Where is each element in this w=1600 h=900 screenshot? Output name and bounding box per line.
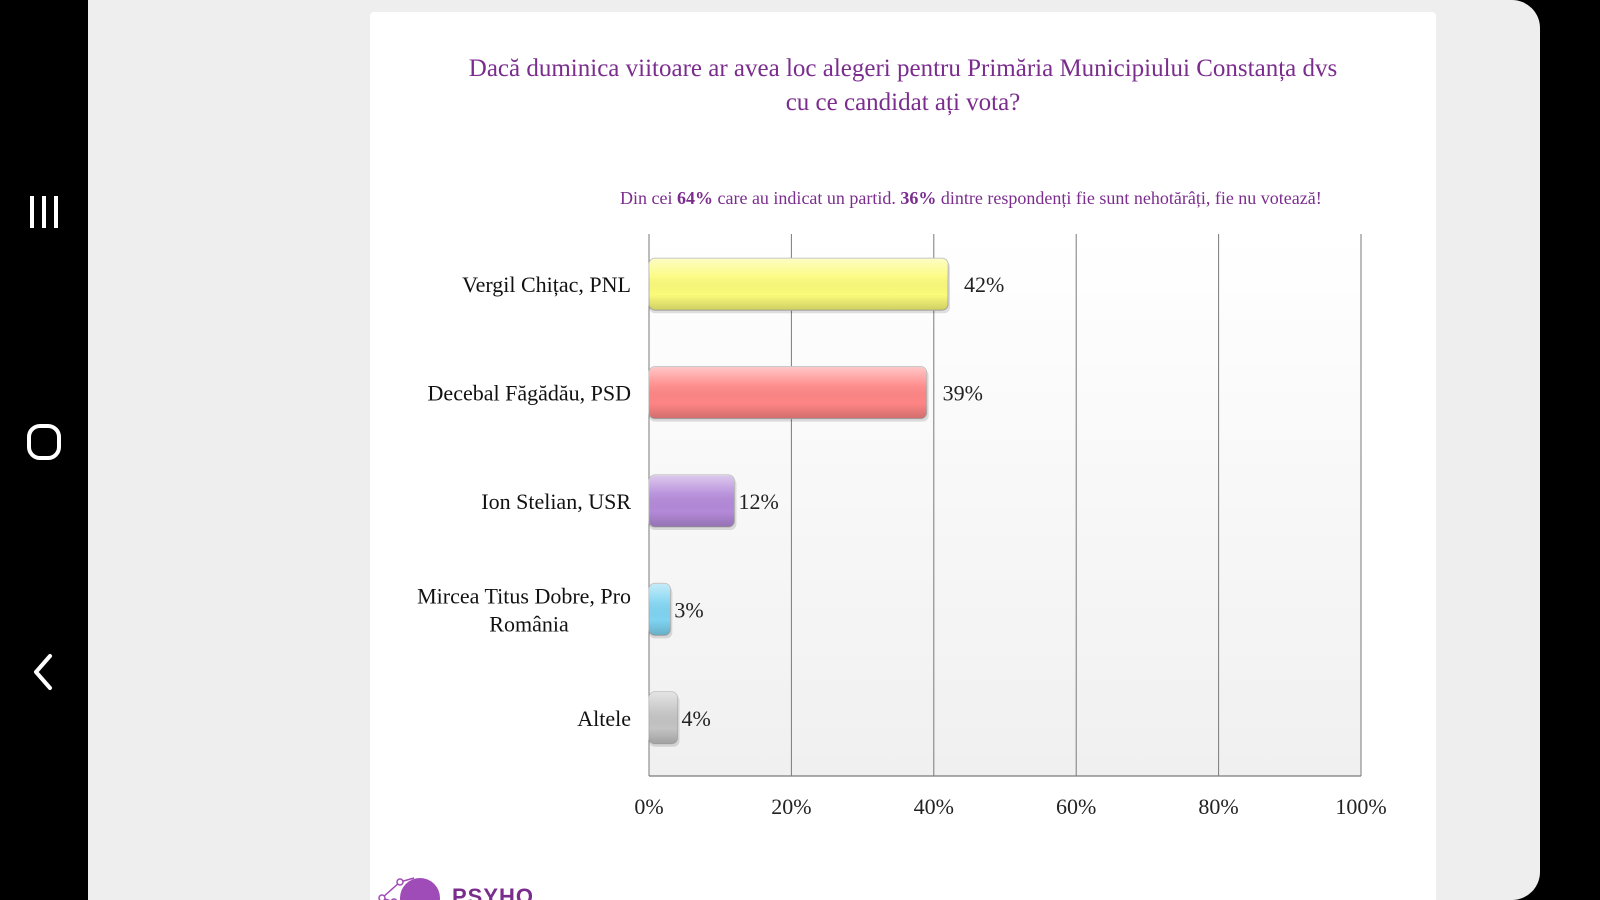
logo-text: PSYHO GLOBAL (452, 884, 535, 900)
bar-highlight (649, 475, 735, 527)
recents-icon (30, 196, 58, 228)
home-icon (27, 424, 61, 460)
chart-subtitle: Din cei 64% care au indicat un partid. 3… (620, 188, 1440, 209)
bar-highlight (649, 583, 671, 636)
category-label: Decebal Făgădău, PSD (428, 381, 631, 406)
category-label-line: Mircea Titus Dobre, Pro (417, 583, 631, 608)
home-button[interactable] (14, 412, 74, 472)
x-tick-label: 60% (1056, 794, 1096, 819)
psyho-global-logo: PSYHO GLOBAL (374, 868, 614, 900)
category-label: Mircea Titus Dobre, Pro România (417, 583, 631, 636)
value-label: 4% (681, 706, 710, 731)
category-label-line: Ion Stelian, USR (481, 489, 631, 514)
bar-layer (648, 257, 951, 747)
plot-area (649, 234, 1361, 776)
back-button[interactable] (14, 642, 74, 702)
subtitle-bold-2: 36% (900, 188, 937, 208)
category-label: Vergil Chițac, PNL (462, 272, 631, 297)
chart-title: Dacă duminica viitoare ar avea loc alege… (388, 52, 1418, 120)
x-tick-label: 0% (634, 794, 663, 819)
category-label: Ion Stelian, USR (481, 489, 631, 514)
subtitle-text-2: care au indicat un partid. (712, 188, 901, 208)
x-tick-label: 80% (1198, 794, 1238, 819)
grid-layer (648, 234, 1362, 777)
value-label: 12% (738, 489, 778, 514)
bar-highlight (649, 258, 949, 311)
presentation-slide: Dacă duminica viitoare ar avea loc alege… (370, 12, 1436, 900)
logo-icon (378, 877, 440, 900)
category-label-line: România (489, 611, 569, 636)
value-label: 3% (674, 597, 703, 622)
category-label-line: Altele (577, 706, 631, 731)
x-tick-label: 100% (1335, 794, 1386, 819)
value-label: 39% (943, 381, 983, 406)
bar-chart: 0% 20% 40% 60% 80% 100% 42% Vergil Chițac, PNL 3… (417, 234, 1387, 819)
subtitle-text-1: Din cei (620, 188, 677, 208)
back-icon (34, 654, 52, 690)
bar-highlight (649, 691, 678, 744)
recents-button[interactable] (14, 182, 74, 242)
navigation-bar (0, 0, 88, 900)
category-label-line: Decebal Făgădău, PSD (428, 381, 631, 406)
bar-highlight (649, 366, 927, 419)
x-tick-label: 40% (914, 794, 954, 819)
subtitle-text-3: dintre respondenți fie sunt nehotărâți, … (936, 188, 1322, 208)
label-layer: 0% 20% 40% 60% 80% 100% 42% Vergil Chițac, PNL 3… (417, 272, 1387, 819)
screen: Dacă duminica viitoare ar avea loc alege… (88, 0, 1540, 900)
chart-title-line-2: cu ce candidat ați vota? (785, 89, 1021, 116)
category-label: Altele (577, 706, 631, 731)
value-label: 42% (964, 272, 1004, 297)
chart-title-line-1: Dacă duminica viitoare ar avea loc alege… (468, 55, 1338, 82)
x-tick-label: 20% (771, 794, 811, 819)
subtitle-bold-1: 64% (676, 188, 713, 208)
category-label-line: Vergil Chițac, PNL (462, 272, 631, 297)
